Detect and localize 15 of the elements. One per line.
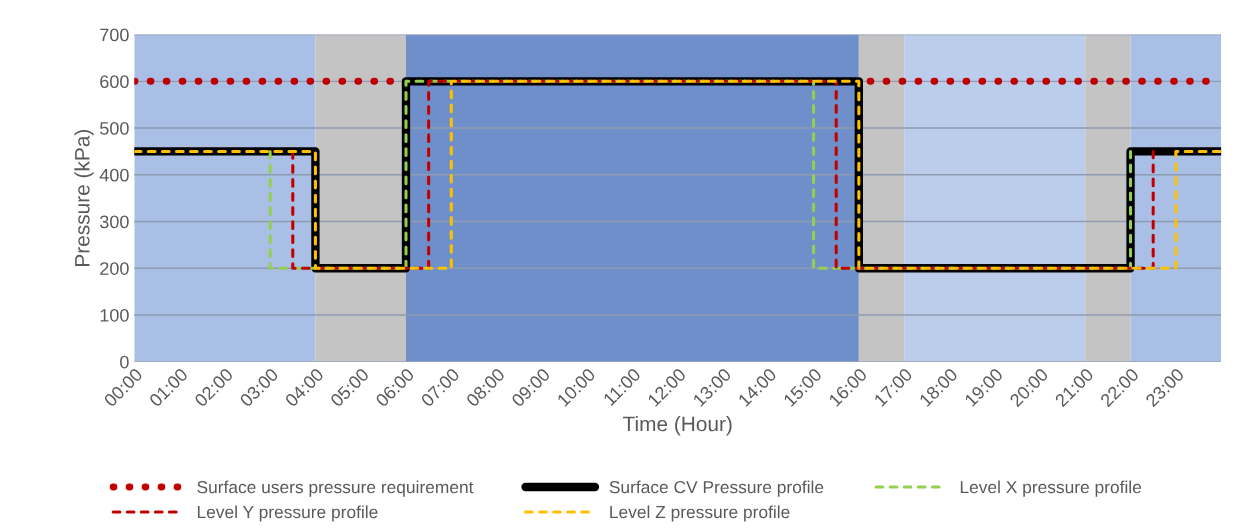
legend-label: Level Z pressure profile [610,505,790,522]
legend-label: Surface CV Pressure profile [609,480,824,497]
legend-label: Surface users pressure requirement [197,480,474,497]
y-tick-label: 100 [100,308,129,322]
y-tick-label: 300 [99,215,129,229]
y-tick-label: 200 [100,262,129,275]
y-axis-title: Pressure (kPa) [74,130,94,266]
legend-label: Level X pressure profile [960,480,1142,497]
y-tick-label: 0 [120,355,129,369]
y-tick-label: 400 [99,168,129,182]
x-axis-title: Time (Hour) [623,416,732,436]
legend-label: Level Y pressure profile [197,505,378,522]
y-tick-label: 500 [100,121,129,135]
y-tick-label: 600 [100,75,129,89]
y-tick-label: 700 [100,28,129,42]
